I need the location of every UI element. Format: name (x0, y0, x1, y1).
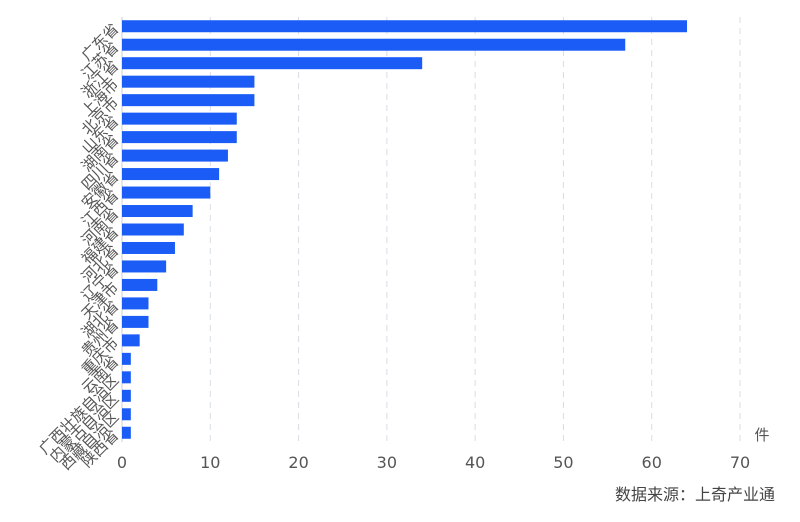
bar (122, 278, 158, 291)
bar (122, 315, 149, 328)
bar (122, 38, 626, 51)
bar (122, 112, 237, 125)
x-tick-label: 20 (288, 453, 308, 472)
bar (122, 205, 193, 218)
bar (122, 94, 255, 107)
bar (122, 149, 228, 162)
bar (122, 334, 140, 347)
bar (122, 186, 211, 199)
bar (122, 371, 131, 384)
bar (122, 131, 237, 144)
x-tick-label: 70 (730, 453, 750, 472)
unit-label: 件 (754, 426, 769, 444)
bar (122, 426, 131, 439)
source-note: 数据来源：上奇产业通 (615, 485, 775, 504)
bar (122, 20, 688, 33)
bar (122, 168, 220, 181)
bar (122, 260, 167, 273)
bar (122, 352, 131, 365)
x-tick-label: 30 (377, 453, 397, 472)
x-tick-label: 0 (117, 453, 127, 472)
bar (122, 389, 131, 402)
x-tick-label: 50 (553, 453, 573, 472)
bar (122, 75, 255, 88)
bar (122, 223, 184, 236)
bar (122, 241, 175, 254)
x-tick-label: 10 (200, 453, 220, 472)
x-tick-label: 60 (642, 453, 662, 472)
bar (122, 57, 423, 70)
bar (122, 408, 131, 421)
bar (122, 297, 149, 310)
x-tick-label: 40 (465, 453, 485, 472)
